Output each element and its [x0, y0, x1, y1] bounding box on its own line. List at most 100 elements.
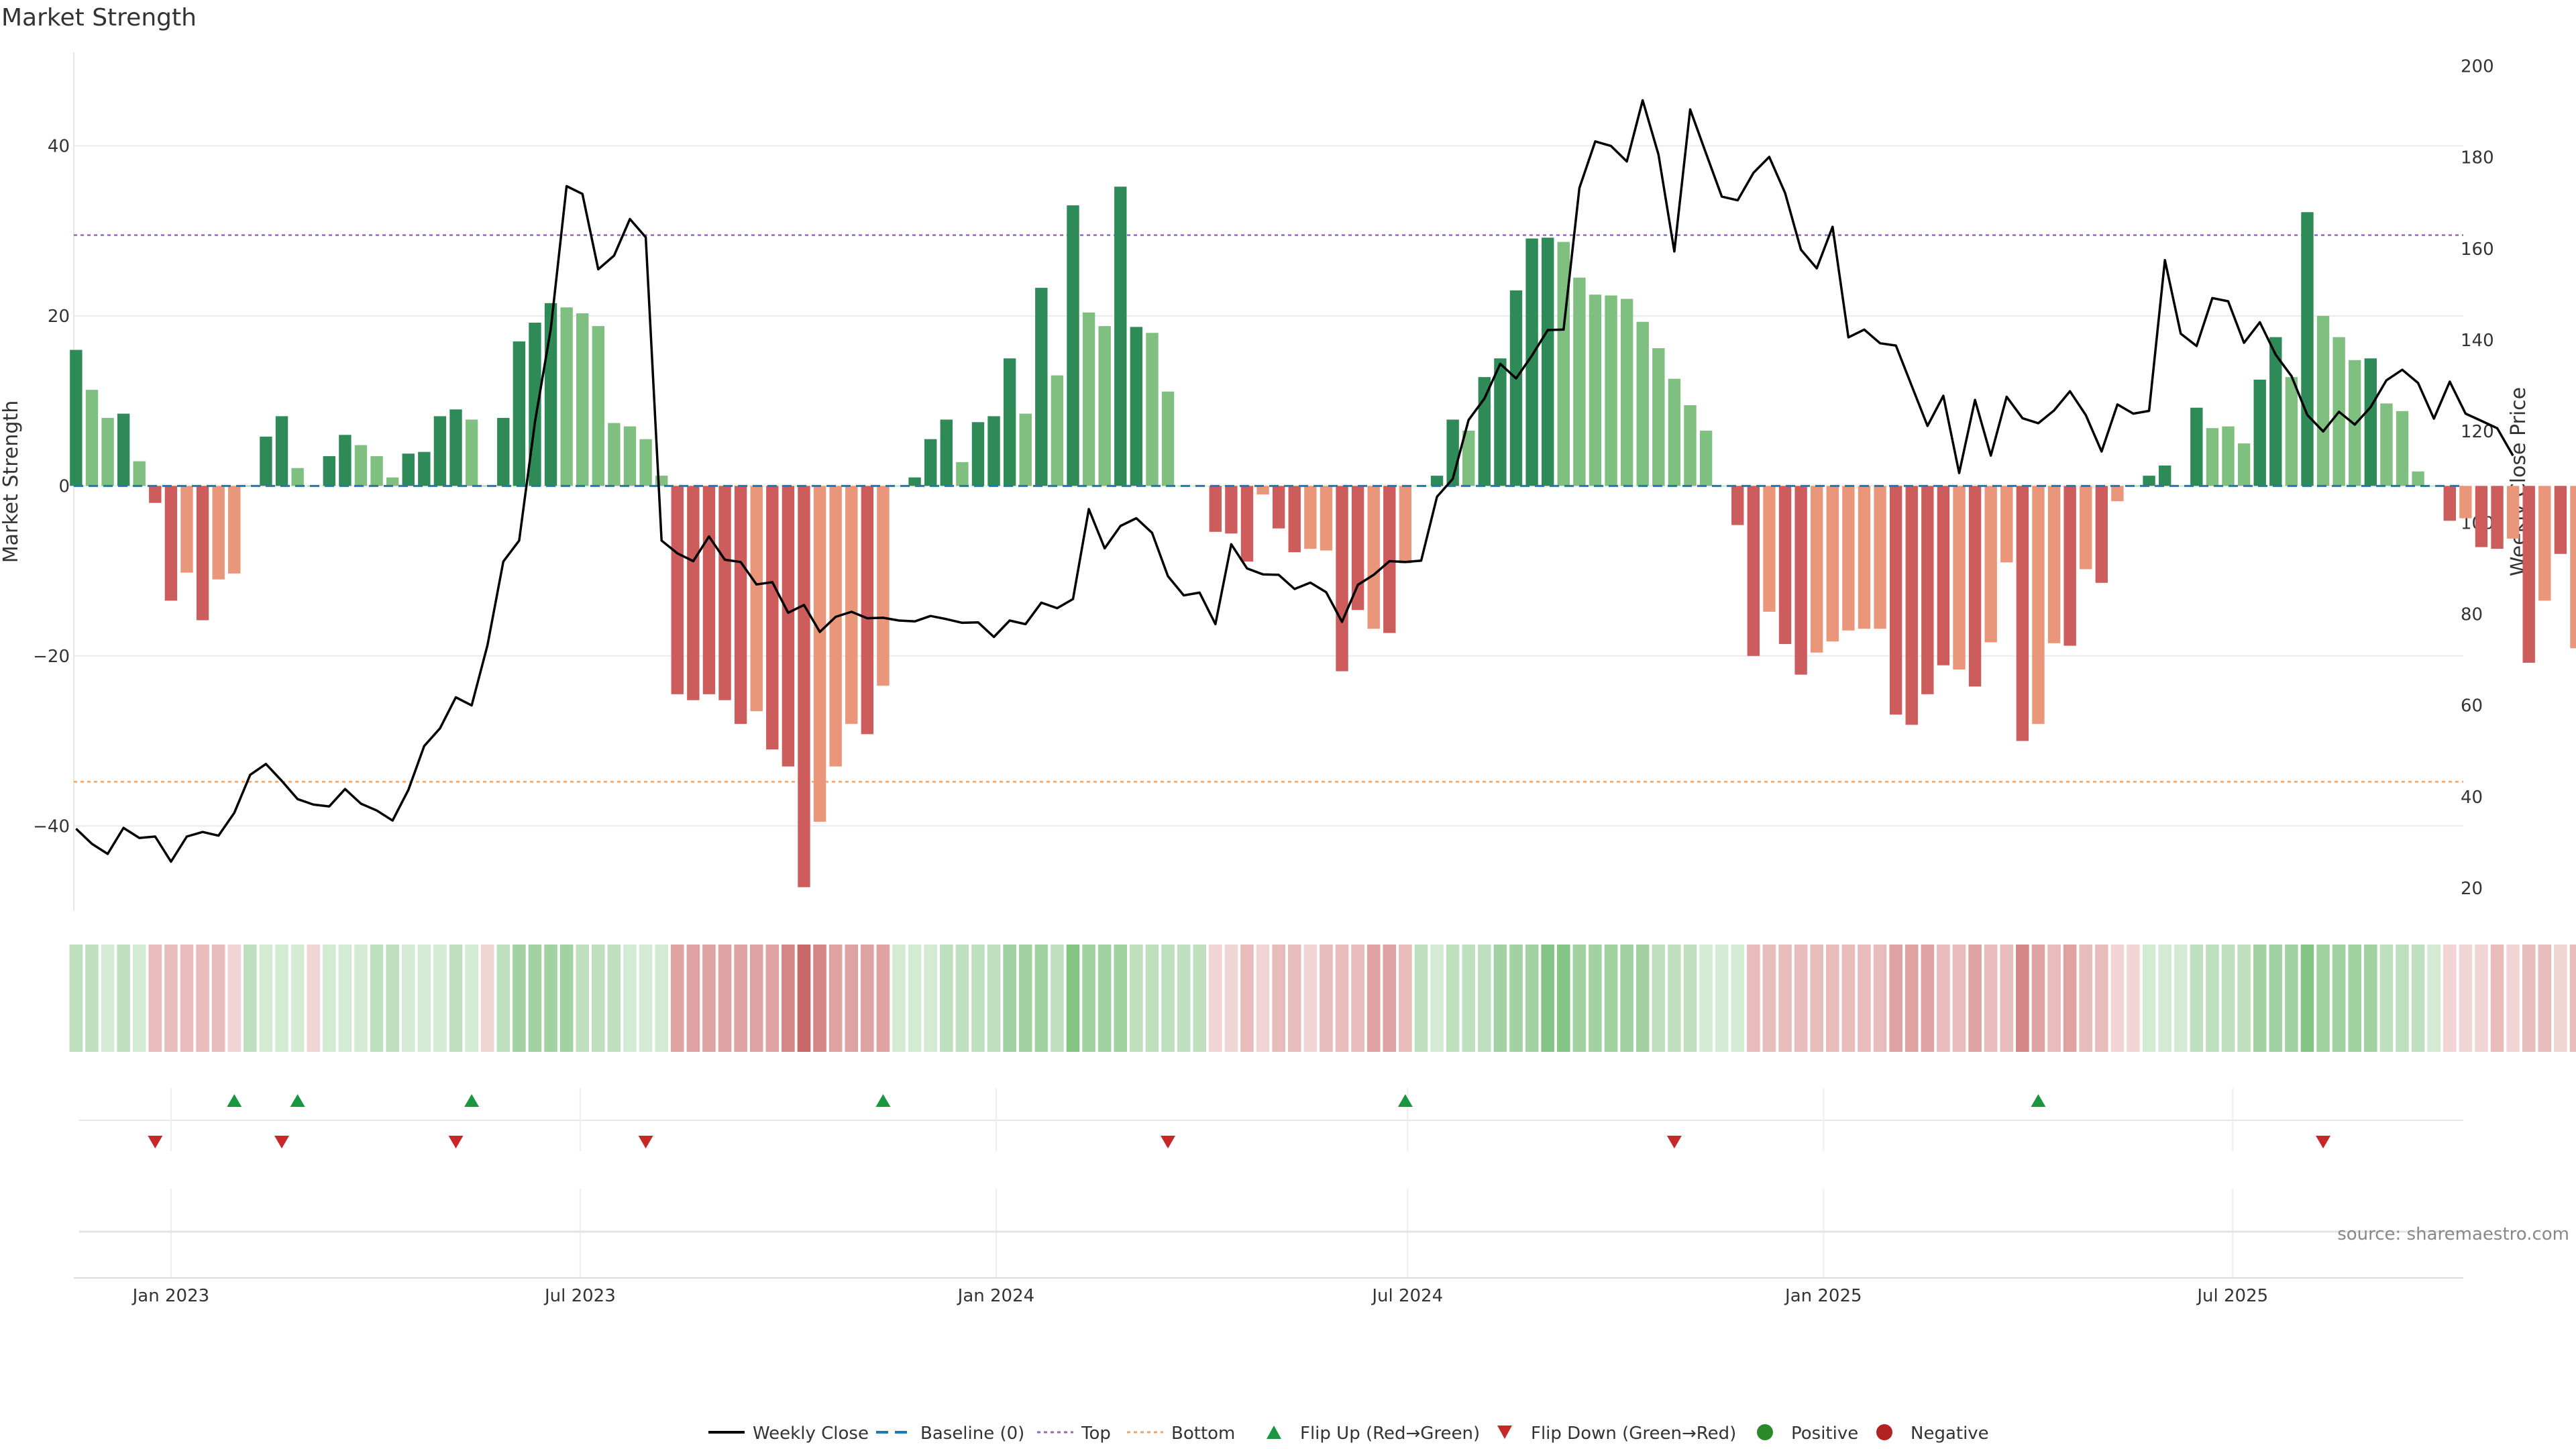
ribbon-cell — [85, 945, 99, 1052]
strength-bar — [1067, 205, 1079, 486]
ribbon-cell — [2016, 945, 2029, 1052]
strength-bar — [180, 486, 193, 573]
strength-bar — [2222, 426, 2235, 486]
chart-title: Market Strength — [1, 4, 197, 32]
strength-bar — [798, 486, 810, 888]
ribbon-cell — [2443, 945, 2457, 1052]
strength-bar — [940, 419, 953, 486]
strength-bar — [164, 486, 178, 601]
ribbon-cell — [1952, 945, 1966, 1052]
strength-bar — [1557, 241, 1570, 486]
strength-bar — [639, 439, 652, 486]
ribbon-cell — [2031, 945, 2045, 1052]
legend-label: Top — [1081, 1424, 1111, 1444]
ribbon-cell — [290, 945, 305, 1052]
strength-bar — [1003, 358, 1016, 486]
strength-bar — [1778, 486, 1792, 645]
ribbon-cell — [1699, 945, 1713, 1052]
ribbon-cell — [2554, 945, 2567, 1052]
x-tick-label: Jul 2023 — [543, 1286, 616, 1306]
ribbon-cell — [845, 945, 859, 1052]
ribbon-cell — [1556, 945, 1570, 1052]
strength-bar — [592, 326, 605, 486]
strength-bar — [275, 416, 288, 486]
strength-bar — [1399, 486, 1412, 564]
ribbon-cell — [69, 945, 83, 1052]
ribbon-cell — [1731, 945, 1745, 1052]
strength-bar — [908, 477, 921, 486]
strength-bar — [1130, 327, 1143, 486]
strength-bar — [2538, 486, 2551, 601]
ribbon-cell — [244, 945, 257, 1052]
y2-tick-label: 40 — [2461, 788, 2483, 808]
strength-bar — [1984, 486, 1997, 643]
ribbon-cell — [449, 945, 463, 1052]
ribbon-cell — [1209, 945, 1222, 1052]
flip-up-marker — [1397, 1094, 1413, 1107]
ribbon-cell — [2285, 945, 2298, 1052]
flip-panel — [79, 1088, 2463, 1151]
strength-bar — [1367, 486, 1380, 629]
ribbon-cell — [1256, 945, 1270, 1052]
strength-bar — [465, 419, 478, 486]
y2-tick-label: 60 — [2461, 696, 2483, 716]
time-axis: Jan 2023 Jul 2023 Jan 2024 Jul 2024 Jan 2025… — [74, 1189, 2463, 1306]
ribbon-cell — [1635, 945, 1650, 1052]
ribbon-cell — [370, 945, 384, 1052]
ribbon-cell — [2348, 945, 2362, 1052]
strength-bar — [2047, 486, 2061, 643]
strength-bar — [750, 486, 763, 712]
strength-bar — [2158, 465, 2171, 486]
ribbon-cell — [1493, 945, 1507, 1052]
ribbon-cell — [1193, 945, 1207, 1052]
ribbon-cell — [480, 945, 494, 1052]
strength-bar — [1462, 430, 1475, 486]
strength-bar — [2111, 486, 2124, 502]
strength-bar — [1288, 486, 1301, 553]
strength-bar — [1525, 238, 1538, 486]
strength-bar — [1573, 277, 1586, 486]
ribbon-cell — [117, 945, 130, 1052]
legend-label: Flip Down (Green→Red) — [1531, 1424, 1736, 1444]
ribbon-cell — [971, 945, 985, 1052]
strength-bar — [418, 451, 431, 486]
strength-bar — [2301, 212, 2314, 486]
flip-down-marker — [638, 1136, 653, 1148]
ribbon-cell — [1051, 945, 1064, 1052]
ribbon-cell — [1620, 945, 1633, 1052]
strength-bar — [1272, 486, 1285, 529]
strength-bar — [877, 486, 890, 686]
ribbon-cell — [939, 945, 953, 1052]
ribbon-cell — [908, 945, 922, 1052]
ribbon-cell — [2000, 945, 2014, 1052]
strength-bar — [1035, 288, 1048, 486]
strength-bar — [623, 426, 637, 486]
strength-bar — [1937, 486, 1950, 665]
strength-bar — [1478, 377, 1491, 486]
ribbon-cell — [1462, 945, 1476, 1052]
strength-bar — [1240, 486, 1254, 562]
strength-bar — [212, 486, 225, 580]
strength-bar — [687, 486, 700, 700]
ribbon-cell — [955, 945, 969, 1052]
legend-label: Baseline (0) — [920, 1424, 1024, 1444]
ribbon-cell — [924, 945, 937, 1052]
ribbon-cell — [2095, 945, 2108, 1052]
ribbon-cell — [1715, 945, 1729, 1052]
ribbon-cell — [2569, 945, 2576, 1052]
strength-bar — [576, 313, 589, 486]
strength-bar — [449, 409, 462, 486]
strength-bar — [497, 417, 510, 486]
ribbon-cell — [1366, 945, 1381, 1052]
ribbon-cell — [559, 945, 574, 1052]
strength-bar — [196, 486, 209, 621]
ribbon-cell — [259, 945, 273, 1052]
strength-bar — [2285, 377, 2298, 486]
ribbon-cell — [2063, 945, 2077, 1052]
ribbon-cell — [275, 945, 288, 1052]
flip-up-marker — [227, 1094, 242, 1107]
strength-bar — [2206, 428, 2219, 486]
strength-bar — [1794, 486, 1807, 675]
flip-down-marker — [1666, 1136, 1682, 1148]
strength-bar — [1811, 486, 1823, 653]
